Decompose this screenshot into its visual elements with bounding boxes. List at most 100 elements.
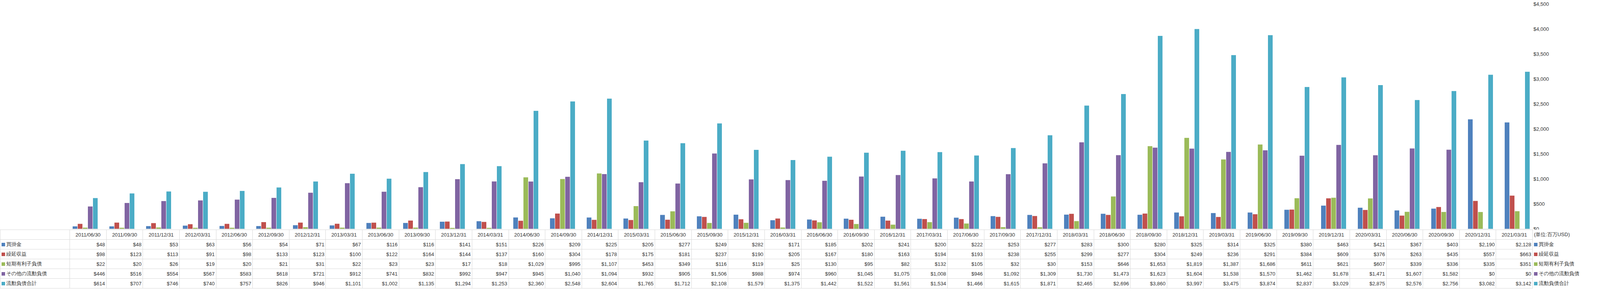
html-text:2018/03/31: 2018/03/31 — [1062, 231, 1089, 238]
html-text:$222: $222 — [971, 241, 983, 248]
html-text:2020/09/30: 2020/09/30 — [1428, 231, 1454, 238]
html-text:$403: $403 — [1446, 241, 1459, 248]
svg-text:$500: $500 — [1533, 201, 1545, 208]
html-text:$71: $71 — [315, 241, 325, 248]
html-text:$277: $277 — [1044, 241, 1056, 248]
html-text:2014/06/30: 2014/06/30 — [514, 231, 540, 238]
html-text:2012/12/31: 2012/12/31 — [294, 231, 321, 238]
html-text:$116: $116 — [423, 241, 435, 248]
html-text:2013/06/30: 2013/06/30 — [367, 231, 394, 238]
html-text:2017/06/30: 2017/06/30 — [953, 231, 979, 238]
html-text:$202: $202 — [861, 241, 873, 248]
html-text:2015/03/31: 2015/03/31 — [623, 231, 650, 238]
html-text:買掛金: 買掛金 — [6, 241, 22, 248]
html-text:$380: $380 — [1300, 241, 1312, 248]
html-text:$241: $241 — [898, 241, 910, 248]
html-text:$249: $249 — [715, 241, 727, 248]
html-text:2020/06/30: 2020/06/30 — [1391, 231, 1418, 238]
html-text:2014/09/30: 2014/09/30 — [550, 231, 577, 238]
html-text:$2,190: $2,190 — [1479, 241, 1495, 248]
html-text:2020/03/31: 2020/03/31 — [1355, 231, 1381, 238]
svg-text:$4,000: $4,000 — [1533, 26, 1550, 33]
html-text:$98: $98 — [242, 251, 252, 258]
html-text:2014/12/31: 2014/12/31 — [587, 231, 613, 238]
html-text:$300: $300 — [1117, 241, 1129, 248]
html-text:$141: $141 — [459, 241, 471, 248]
html-text:2016/09/30: 2016/09/30 — [843, 231, 869, 238]
html-text:$2,128: $2,128 — [1515, 241, 1532, 248]
html-text:$67: $67 — [352, 241, 361, 248]
html-text:$226: $226 — [532, 241, 544, 248]
html-text:2012/09/30: 2012/09/30 — [258, 231, 284, 238]
svg-text:$3,500: $3,500 — [1533, 51, 1550, 58]
html-text:2015/09/30: 2015/09/30 — [697, 231, 723, 238]
html-text:$325: $325 — [1190, 241, 1203, 248]
html-text:$421: $421 — [1373, 241, 1385, 248]
html-text:2021/03/31: 2021/03/31 — [1501, 231, 1528, 238]
html-text:2018/09/30: 2018/09/30 — [1135, 231, 1162, 238]
html-text:$98: $98 — [96, 251, 105, 258]
html-text:$205: $205 — [642, 241, 654, 248]
html-text:$123: $123 — [130, 251, 142, 258]
html-text:$200: $200 — [934, 241, 947, 248]
html-text:$209: $209 — [569, 241, 581, 248]
html-text:2016/06/30: 2016/06/30 — [806, 231, 833, 238]
svg-text:$1,500: $1,500 — [1533, 151, 1550, 158]
html-text:$91: $91 — [206, 251, 215, 258]
html-text:2017/03/31: 2017/03/31 — [916, 231, 942, 238]
html-text:2016/12/31: 2016/12/31 — [879, 231, 906, 238]
html-text:$282: $282 — [751, 241, 764, 248]
html-text:$151: $151 — [495, 241, 508, 248]
html-text:$280: $280 — [1154, 241, 1166, 248]
html-text:$48: $48 — [96, 241, 105, 248]
html-text:2019/03/31: 2019/03/31 — [1209, 231, 1235, 238]
html-text:$113: $113 — [167, 251, 179, 258]
html-text:2013/03/31: 2013/03/31 — [331, 231, 357, 238]
html-text:2017/09/30: 2017/09/30 — [989, 231, 1016, 238]
html-text:2015/12/31: 2015/12/31 — [733, 231, 760, 238]
html-text:$116: $116 — [386, 241, 398, 248]
html-text:繰延収益: 繰延収益 — [6, 251, 27, 258]
html-text:2013/09/30: 2013/09/30 — [404, 231, 430, 238]
html-text:$283: $283 — [1081, 241, 1093, 248]
html-text:2018/06/30: 2018/06/30 — [1099, 231, 1125, 238]
html-text:2014/03/31: 2014/03/31 — [477, 231, 504, 238]
html-text:2019/09/30: 2019/09/30 — [1282, 231, 1308, 238]
html-text:2012/06/30: 2012/06/30 — [221, 231, 247, 238]
html-text:2020/12/31: 2020/12/31 — [1465, 231, 1491, 238]
svg-text:$2,500: $2,500 — [1533, 101, 1550, 108]
html-text:買掛金: 買掛金 — [1538, 241, 1554, 248]
html-text:2011/12/31: 2011/12/31 — [148, 231, 174, 238]
html-text:$253: $253 — [1007, 241, 1020, 248]
html-text:2018/12/31: 2018/12/31 — [1172, 231, 1198, 238]
html-text:$133: $133 — [276, 251, 288, 258]
html-text:2019/06/30: 2019/06/30 — [1245, 231, 1272, 238]
html-text:$53: $53 — [169, 241, 179, 248]
svg-text:$0: $0 — [1533, 226, 1540, 230]
html-text:$314: $314 — [1227, 241, 1239, 248]
html-text:2015/06/30: 2015/06/30 — [660, 231, 686, 238]
svg-text:$3,000: $3,000 — [1533, 76, 1550, 83]
html-text:$463: $463 — [1337, 241, 1349, 248]
html-text:$56: $56 — [242, 241, 252, 248]
html-text:2011/06/30: 2011/06/30 — [75, 231, 101, 238]
html-text:2017/12/31: 2017/12/31 — [1026, 231, 1052, 238]
html-text:2019/12/31: 2019/12/31 — [1318, 231, 1345, 238]
html-text:$48: $48 — [133, 241, 142, 248]
html-text:2013/12/31: 2013/12/31 — [441, 231, 467, 238]
html-text:$54: $54 — [279, 241, 288, 248]
svg-text:$4,500: $4,500 — [1533, 1, 1550, 8]
svg-text:$2,000: $2,000 — [1533, 126, 1550, 133]
html-text:$225: $225 — [605, 241, 617, 248]
html-text:$185: $185 — [825, 241, 837, 248]
html-text:$63: $63 — [206, 241, 215, 248]
html-text:$325: $325 — [1263, 241, 1276, 248]
svg-text:$1,000: $1,000 — [1533, 176, 1550, 183]
html-text:2011/09/30: 2011/09/30 — [112, 231, 138, 238]
html-text:2012/03/31: 2012/03/31 — [185, 231, 211, 238]
html-text:$367: $367 — [1410, 241, 1422, 248]
html-text:2016/03/31: 2016/03/31 — [770, 231, 796, 238]
html-text:(単位:百万USD): (単位:百万USD) — [1533, 231, 1570, 238]
html-text:$171: $171 — [788, 241, 800, 248]
html-text:$277: $277 — [678, 241, 691, 248]
